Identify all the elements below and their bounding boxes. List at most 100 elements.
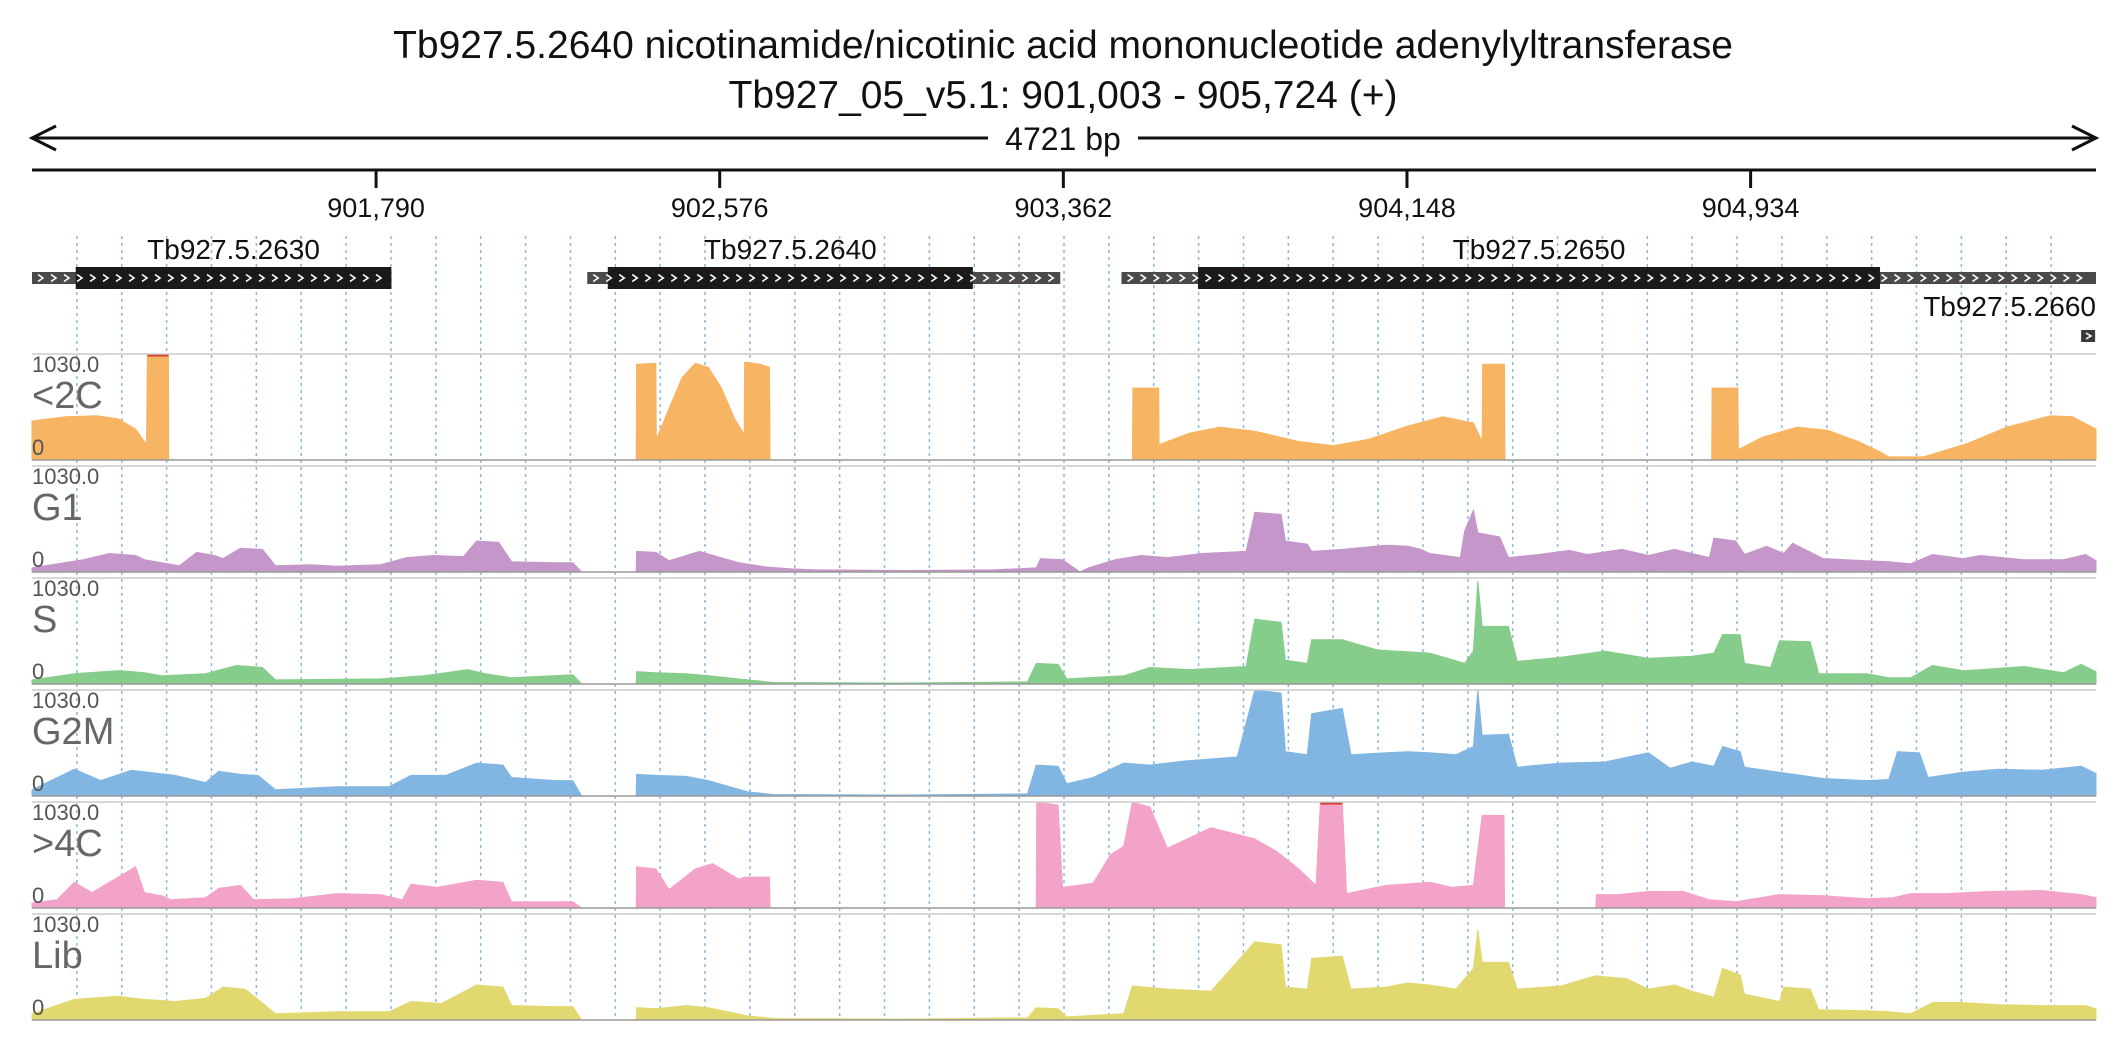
strand-arrow <box>1998 273 2005 283</box>
strand-arrow <box>1034 273 1042 283</box>
gene-Tb927.5.2660[interactable]: Tb927.5.2660 <box>1923 291 2096 342</box>
gene-Tb927.5.2640[interactable]: Tb927.5.2640 <box>587 234 1061 289</box>
strand-arrow <box>349 273 357 283</box>
strand-arrow <box>1738 273 1745 283</box>
strand-arrow <box>761 273 769 283</box>
strand-arrow <box>232 273 240 283</box>
strand-arrow <box>102 273 110 283</box>
strand-arrow <box>1426 273 1433 283</box>
gene-cds <box>75 267 392 289</box>
strand-arrow <box>1231 273 1238 283</box>
track-ymax-label: 1030.0 <box>32 352 99 377</box>
span-arrow-left-head <box>28 124 57 152</box>
strand-arrow <box>1569 273 1576 283</box>
gene-label: Tb927.5.2660 <box>1923 291 2096 322</box>
strand-arrow <box>89 273 97 283</box>
strand-arrow <box>631 273 639 283</box>
strand-arrow <box>813 273 821 283</box>
coverage-area <box>31 581 2097 685</box>
track-5: 1030.0>4C 0 <box>31 800 2097 909</box>
strand-arrow <box>891 273 899 283</box>
strand-arrow <box>180 273 188 283</box>
coverage-area <box>31 508 2097 573</box>
strand-arrow <box>2076 273 2083 283</box>
strand-arrow <box>644 273 652 283</box>
strand-arrow <box>1751 273 1758 283</box>
strand-arrow <box>696 273 704 283</box>
strand-arrow <box>2037 273 2044 283</box>
track-ymin-label: 0 <box>32 659 44 684</box>
strand-arrow <box>310 273 318 283</box>
strand-arrow <box>1335 273 1342 283</box>
strand-arrow <box>1218 273 1225 283</box>
coverage-area <box>31 929 2097 1021</box>
strand-arrow <box>1504 273 1511 283</box>
strand-arrow <box>258 273 266 283</box>
strand-arrow <box>1777 273 1784 283</box>
track-name-label: S <box>32 599 57 641</box>
strand-arrow <box>50 273 58 283</box>
coverage-area <box>31 801 2097 909</box>
strand-arrow <box>943 273 951 283</box>
strand-arrow <box>1270 273 1277 283</box>
strand-arrow <box>1192 273 1199 283</box>
strand-arrow <box>969 273 977 283</box>
strand-arrow <box>1153 273 1160 283</box>
strand-arrow <box>2085 332 2093 340</box>
strand-arrow <box>1621 273 1628 283</box>
x-axis-ticks: 901,790 902,576 903,362 904,148 904,934 <box>327 170 1799 223</box>
strand-arrow <box>1257 273 1264 283</box>
strand-arrow <box>917 273 925 283</box>
strand-arrow <box>63 273 71 283</box>
gene-body <box>2081 330 2096 342</box>
strand-arrow <box>245 273 253 283</box>
track-ymax-label: 1030.0 <box>32 800 99 825</box>
strand-arrow <box>1374 273 1381 283</box>
strand-arrow <box>2063 273 2070 283</box>
strand-arrow <box>2024 273 2031 283</box>
gene-Tb927.5.2630[interactable]: Tb927.5.2630 <box>32 234 392 289</box>
strand-arrow <box>956 273 964 283</box>
strand-arrow <box>670 273 678 283</box>
strand-arrow <box>1894 273 1901 283</box>
strand-arrow <box>1764 273 1771 283</box>
strand-arrow <box>1881 273 1888 283</box>
strand-arrow <box>1140 273 1147 283</box>
strand-arrow <box>1556 273 1563 283</box>
strand-arrow <box>826 273 834 283</box>
strand-arrow <box>1673 273 1680 283</box>
strand-arrow <box>1907 273 1914 283</box>
track-name-label: Lib <box>32 935 83 977</box>
x-tick-label: 904,148 <box>1358 193 1456 223</box>
strand-arrow <box>618 273 626 283</box>
strand-arrow <box>1933 273 1940 283</box>
strand-arrow <box>284 273 292 283</box>
strand-arrow <box>336 273 344 283</box>
strand-arrow <box>982 273 990 283</box>
strand-arrow <box>995 273 1003 283</box>
strand-arrow <box>1686 273 1693 283</box>
gene-Tb927.5.2650[interactable]: Tb927.5.2650 <box>1121 234 2096 289</box>
strand-arrow <box>592 273 600 283</box>
strand-arrow <box>1660 273 1667 283</box>
strand-arrow <box>1699 273 1706 283</box>
strand-arrow <box>1283 273 1290 283</box>
strand-arrow <box>1166 273 1173 283</box>
strand-arrow <box>839 273 847 283</box>
track-ymax-label: 1030.0 <box>32 576 99 601</box>
strand-arrow <box>271 273 279 283</box>
strand-arrow <box>1179 273 1186 283</box>
track-ymin-label: 0 <box>32 435 44 460</box>
strand-arrow <box>787 273 795 283</box>
gene-cds <box>607 267 973 289</box>
strand-arrow <box>1309 273 1316 283</box>
track-ymin-label: 0 <box>32 547 44 572</box>
strand-arrow <box>1478 273 1485 283</box>
track-ymin-label: 0 <box>32 883 44 908</box>
strand-arrow <box>1803 273 1810 283</box>
strand-arrow <box>1920 273 1927 283</box>
track-name-label: G2M <box>32 711 114 753</box>
strand-arrow <box>1842 273 1849 283</box>
strand-arrow <box>1244 273 1251 283</box>
